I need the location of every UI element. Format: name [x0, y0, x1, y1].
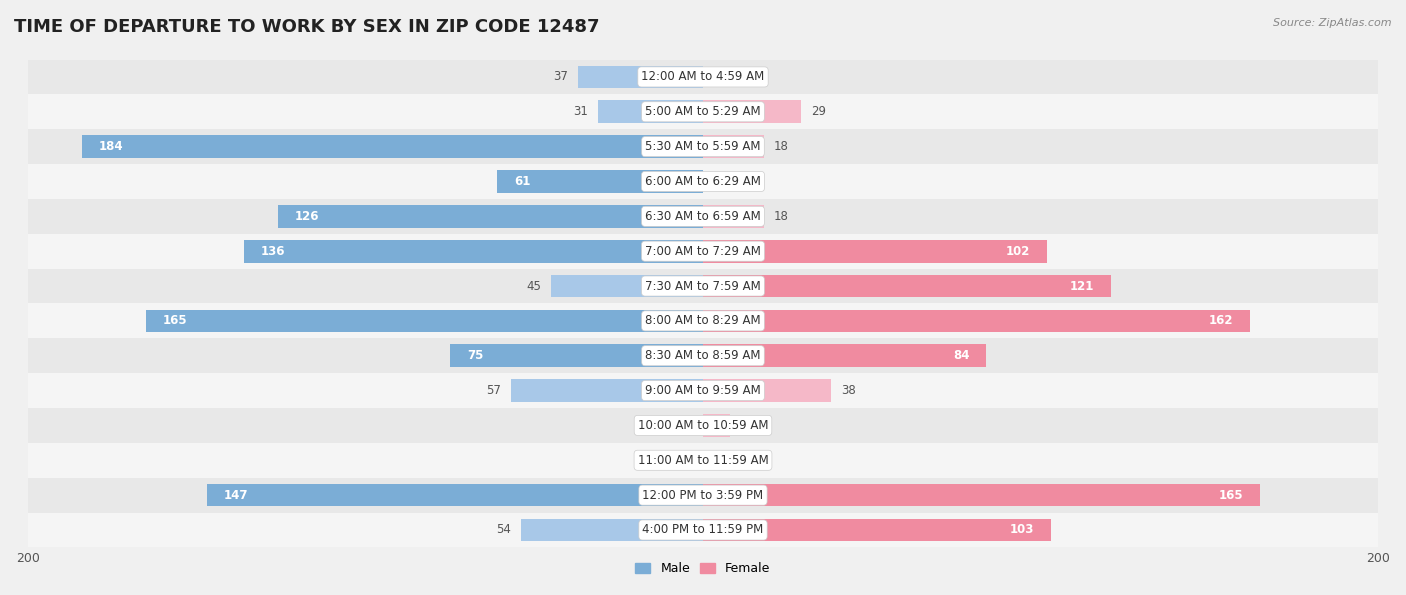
Text: 0: 0: [713, 70, 720, 83]
Text: 54: 54: [496, 524, 510, 537]
Text: 165: 165: [1218, 488, 1243, 502]
Text: 102: 102: [1005, 245, 1031, 258]
Bar: [599, 101, 703, 123]
Text: 4:00 PM to 11:59 PM: 4:00 PM to 11:59 PM: [643, 524, 763, 537]
Text: 103: 103: [1010, 524, 1033, 537]
Bar: [703, 484, 1260, 506]
Bar: [28, 60, 1378, 95]
Text: 7:30 AM to 7:59 AM: 7:30 AM to 7:59 AM: [645, 280, 761, 293]
Text: 38: 38: [841, 384, 856, 397]
Text: 0: 0: [686, 454, 693, 466]
Text: 9:00 AM to 9:59 AM: 9:00 AM to 9:59 AM: [645, 384, 761, 397]
Text: 7:00 AM to 7:29 AM: 7:00 AM to 7:29 AM: [645, 245, 761, 258]
Text: 184: 184: [98, 140, 124, 153]
Text: 37: 37: [553, 70, 568, 83]
Text: 8:00 AM to 8:29 AM: 8:00 AM to 8:29 AM: [645, 314, 761, 327]
Bar: [245, 240, 703, 262]
Text: 45: 45: [526, 280, 541, 293]
Bar: [207, 484, 703, 506]
Bar: [28, 339, 1378, 373]
Bar: [703, 345, 987, 367]
Text: 12:00 PM to 3:59 PM: 12:00 PM to 3:59 PM: [643, 488, 763, 502]
Bar: [703, 101, 801, 123]
Text: 0: 0: [686, 419, 693, 432]
Text: 31: 31: [574, 105, 588, 118]
Bar: [703, 379, 831, 402]
Text: TIME OF DEPARTURE TO WORK BY SEX IN ZIP CODE 12487: TIME OF DEPARTURE TO WORK BY SEX IN ZIP …: [14, 18, 599, 36]
Text: 10:00 AM to 10:59 AM: 10:00 AM to 10:59 AM: [638, 419, 768, 432]
Bar: [510, 379, 703, 402]
Bar: [278, 205, 703, 228]
Bar: [703, 135, 763, 158]
Text: 136: 136: [262, 245, 285, 258]
Text: 18: 18: [773, 210, 789, 223]
Text: 8:30 AM to 8:59 AM: 8:30 AM to 8:59 AM: [645, 349, 761, 362]
Bar: [28, 234, 1378, 268]
Bar: [578, 65, 703, 88]
Text: 61: 61: [515, 175, 530, 188]
Bar: [551, 275, 703, 298]
Bar: [28, 95, 1378, 129]
Text: 57: 57: [485, 384, 501, 397]
Bar: [28, 443, 1378, 478]
Text: 6:00 AM to 6:29 AM: 6:00 AM to 6:29 AM: [645, 175, 761, 188]
Bar: [28, 268, 1378, 303]
Text: 75: 75: [467, 349, 484, 362]
Text: 29: 29: [811, 105, 825, 118]
Text: 0: 0: [713, 175, 720, 188]
Bar: [82, 135, 703, 158]
Text: 5:30 AM to 5:59 AM: 5:30 AM to 5:59 AM: [645, 140, 761, 153]
Bar: [28, 164, 1378, 199]
Bar: [703, 414, 730, 437]
Text: 162: 162: [1208, 314, 1233, 327]
Text: 12:00 AM to 4:59 AM: 12:00 AM to 4:59 AM: [641, 70, 765, 83]
Bar: [28, 512, 1378, 547]
Legend: Male, Female: Male, Female: [630, 557, 776, 580]
Text: 6:30 AM to 6:59 AM: 6:30 AM to 6:59 AM: [645, 210, 761, 223]
Text: 11:00 AM to 11:59 AM: 11:00 AM to 11:59 AM: [638, 454, 768, 466]
Text: 126: 126: [295, 210, 319, 223]
Bar: [28, 478, 1378, 512]
Text: Source: ZipAtlas.com: Source: ZipAtlas.com: [1274, 18, 1392, 28]
Text: 8: 8: [740, 419, 748, 432]
Bar: [520, 519, 703, 541]
Bar: [703, 309, 1250, 332]
Bar: [28, 303, 1378, 339]
Text: 18: 18: [773, 140, 789, 153]
Bar: [28, 129, 1378, 164]
Text: 121: 121: [1070, 280, 1094, 293]
Text: 165: 165: [163, 314, 188, 327]
Bar: [703, 240, 1047, 262]
Bar: [28, 373, 1378, 408]
Bar: [498, 170, 703, 193]
Bar: [703, 205, 763, 228]
Bar: [28, 199, 1378, 234]
Text: 147: 147: [224, 488, 249, 502]
Bar: [703, 519, 1050, 541]
Bar: [146, 309, 703, 332]
Bar: [703, 275, 1111, 298]
Bar: [450, 345, 703, 367]
Text: 84: 84: [953, 349, 970, 362]
Text: 5:00 AM to 5:29 AM: 5:00 AM to 5:29 AM: [645, 105, 761, 118]
Text: 0: 0: [713, 454, 720, 466]
Bar: [28, 408, 1378, 443]
